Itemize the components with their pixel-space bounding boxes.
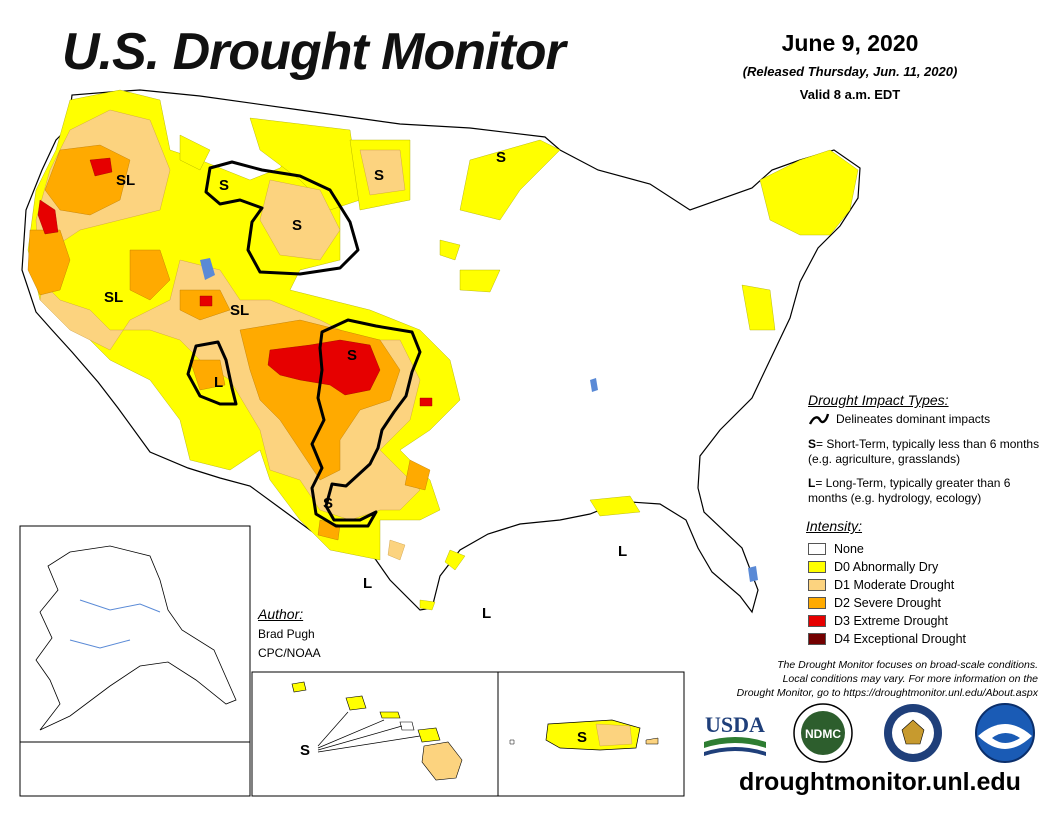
impact-labels: SL S S S S SL SL L S S L L L [104, 149, 627, 622]
map-label-s-wyoming: S [219, 177, 229, 194]
svg-text:NDMC: NDMC [805, 727, 841, 741]
disclaimer-line: The Drought Monitor focuses on broad-sca… [777, 659, 1038, 671]
intensity-item-d0: D0 Abnormally Dry [808, 558, 966, 576]
intensity-label: D3 Extreme Drought [834, 614, 948, 628]
usda-logo: USDA [704, 712, 766, 756]
map-label-l-gulf: L [618, 543, 627, 560]
map-label-sl-pnw: SL [116, 172, 135, 189]
intensity-swatch [808, 615, 826, 627]
impact-outlines [186, 160, 422, 528]
short-term-description: S= Short-Term, typically less than 6 mon… [808, 437, 1048, 467]
map-label-s-minnesota: S [496, 149, 506, 166]
map-label-s-hawaii: S [300, 742, 310, 759]
map-label-s-dakota: S [374, 167, 384, 184]
long-term-text: = Long-Term, typically greater than 6 mo… [808, 476, 1011, 505]
page-title: U.S. Drought Monitor [62, 23, 566, 81]
map-label-sl-nevada: SL [104, 289, 123, 306]
noaa-logo [975, 703, 1035, 763]
intensity-item-none: None [808, 540, 966, 558]
release-date: (Released Thursday, Jun. 11, 2020) [742, 64, 958, 79]
map-label-l-arizona: L [214, 374, 223, 391]
intensity-item-d2: D2 Severe Drought [808, 594, 966, 612]
d3-areas [37, 157, 433, 407]
short-term-text: = Short-Term, typically less than 6 mont… [808, 437, 1040, 466]
intensity-label: D4 Exceptional Drought [834, 632, 967, 646]
disclaimer-line: Drought Monitor, go to https://droughtmo… [736, 687, 1038, 699]
map-label-s-wyoming-south: S [292, 217, 302, 234]
lakes [200, 258, 758, 582]
website-url[interactable]: droughtmonitor.unl.edu [739, 768, 1021, 796]
map-label-sl-utah: SL [230, 302, 249, 319]
disclaimer-line: Local conditions may vary. For more info… [782, 673, 1038, 685]
map-label-l-texas-south: L [482, 605, 491, 622]
author-name: Brad Pugh [258, 627, 315, 641]
intensity-swatch [808, 597, 826, 609]
intensity-legend: None D0 Abnormally Dry D1 Moderate Droug… [808, 540, 966, 648]
map-label-l-texas-west: L [363, 575, 372, 592]
intensity-swatch [808, 579, 826, 591]
author-heading: Author: [258, 606, 304, 622]
author-organization: CPC/NOAA [258, 646, 321, 660]
intensity-label: D0 Abnormally Dry [834, 560, 939, 574]
intensity-label: D2 Severe Drought [834, 596, 942, 610]
svg-text:USDA: USDA [705, 712, 765, 737]
intensity-item-d1: D1 Moderate Drought [808, 576, 966, 594]
commerce-seal-logo [884, 704, 942, 762]
map-label-s-colorado: S [347, 347, 357, 364]
valid-time: Valid 8 a.m. EDT [799, 87, 901, 102]
long-term-description: L= Long-Term, typically greater than 6 m… [808, 476, 1048, 506]
intensity-item-d3: D3 Extreme Drought [808, 612, 966, 630]
intensity-legend-heading: Intensity: [806, 518, 863, 534]
intensity-label: None [834, 542, 864, 556]
intensity-label: D1 Moderate Drought [834, 578, 955, 592]
outline-line-icon [808, 413, 830, 425]
alaska-outline [35, 545, 237, 731]
hawaii-pointer-lines [317, 711, 421, 753]
impact-legend-heading: Drought Impact Types: [808, 392, 949, 408]
short-term-key: S [808, 437, 817, 451]
intensity-swatch [808, 633, 826, 645]
impact-outline-label: Delineates dominant impacts [836, 412, 991, 426]
disclaimer-text: The Drought Monitor focuses on broad-sca… [640, 658, 1038, 700]
map-date: June 9, 2020 [781, 30, 919, 56]
intensity-swatch [808, 543, 826, 555]
map-label-s-puertorico: S [577, 729, 587, 746]
intensity-swatch [808, 561, 826, 573]
hawaii-islands [291, 681, 463, 781]
impact-outline-key: Delineates dominant impacts [808, 412, 1048, 426]
ndmc-logo: NDMC [793, 703, 853, 763]
map-label-s-newmexico: S [323, 495, 333, 512]
long-term-key: L [808, 476, 816, 490]
intensity-item-d4: D4 Exceptional Drought [808, 630, 966, 648]
alaska-rivers [69, 599, 161, 649]
